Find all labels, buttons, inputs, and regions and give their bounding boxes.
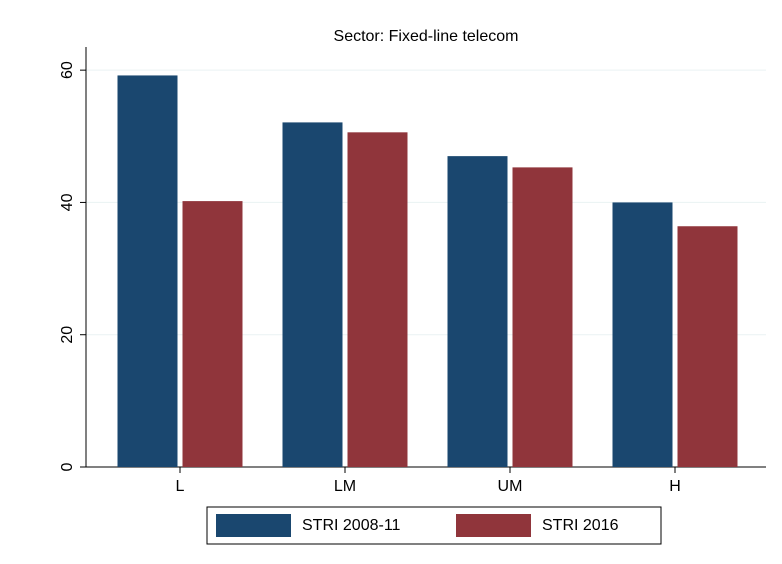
y-tick-label: 40 (59, 193, 76, 211)
legend-swatch (216, 514, 291, 537)
chart-title: Sector: Fixed-line telecom (334, 28, 519, 45)
legend-label: STRI 2016 (542, 517, 619, 534)
bar (612, 202, 673, 467)
bar (512, 167, 573, 467)
bar (182, 201, 243, 467)
y-tick-label: 0 (59, 462, 76, 471)
x-tick-label: L (176, 478, 185, 495)
bar (447, 156, 508, 468)
x-tick-label: UM (498, 478, 523, 495)
legend-label: STRI 2008-11 (302, 517, 401, 534)
x-tick-label: LM (334, 478, 356, 495)
bar (282, 122, 343, 467)
y-tick-label: 20 (59, 326, 76, 344)
y-tick-label: 60 (59, 61, 76, 79)
bar (347, 132, 408, 468)
bar (117, 75, 178, 467)
x-tick-label: H (669, 478, 681, 495)
bar (677, 226, 738, 467)
legend-swatch (456, 514, 531, 537)
